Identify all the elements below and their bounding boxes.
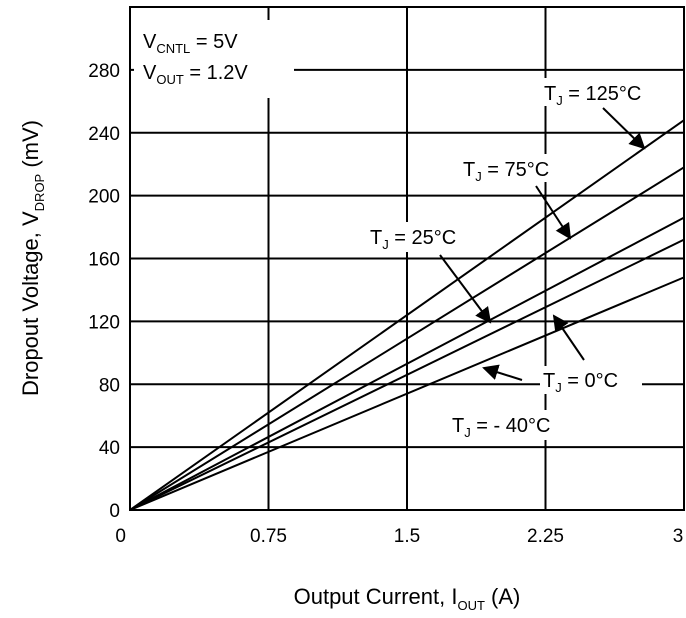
tick-labels: 0 0.75 1.5 2.25 3 0 40 80 120 160 200 240 280: [88, 61, 683, 547]
x-tick-label: 1.5: [394, 526, 420, 547]
series-line-1: [129, 166, 685, 511]
label-bg-75: [459, 154, 571, 182]
x-tick-label: 3: [673, 526, 684, 547]
y-tick-label: 80: [99, 375, 120, 396]
series-label-0c: TJ = 0°C: [543, 370, 618, 395]
arrow-125c: [602, 107, 646, 150]
series-line-3: [129, 238, 685, 511]
plot-frame: [129, 6, 685, 511]
label-bg-25: [366, 222, 478, 252]
x-tick-label: 2.25: [527, 526, 564, 547]
series-line-0: [129, 119, 685, 511]
label-bg-0: [540, 366, 642, 394]
series-line-4: [129, 276, 685, 511]
arrow-75c: [535, 185, 572, 240]
series-lines: [129, 119, 685, 511]
y-tick-label: 0: [109, 501, 120, 522]
x-tick-label: 0: [115, 526, 126, 547]
y-tick-label: 240: [88, 124, 120, 145]
y-axis-label: Dropout Voltage, VDROP (mV): [18, 120, 47, 396]
y-tick-label: 200: [88, 187, 120, 208]
arrow-minus40c: [482, 364, 523, 381]
x-tick-label: 0.75: [250, 526, 287, 547]
label-bg-m40: [448, 410, 580, 440]
series-label-75c: TJ = 75°C: [463, 159, 549, 184]
y-tick-label: 120: [88, 312, 120, 333]
condition-vout: VOUT = 1.2V: [143, 62, 248, 87]
conditions-box: [134, 20, 294, 98]
x-axis-label: Output Current, IOUT (A): [294, 584, 521, 613]
series-line-2: [129, 216, 685, 511]
arrow-25c: [439, 254, 492, 324]
series-label-125c: TJ = 125°C: [544, 83, 641, 108]
condition-vcntl: VCNTL = 5V: [143, 31, 238, 56]
series-label-minus40c: TJ = - 40°C: [452, 415, 550, 440]
label-bg-125: [540, 78, 668, 106]
y-tick-label: 280: [88, 61, 120, 82]
y-tick-label: 160: [88, 250, 120, 271]
arrow-0c: [552, 314, 585, 361]
series-label-25c: TJ = 25°C: [370, 227, 456, 252]
y-tick-label: 40: [99, 438, 120, 459]
